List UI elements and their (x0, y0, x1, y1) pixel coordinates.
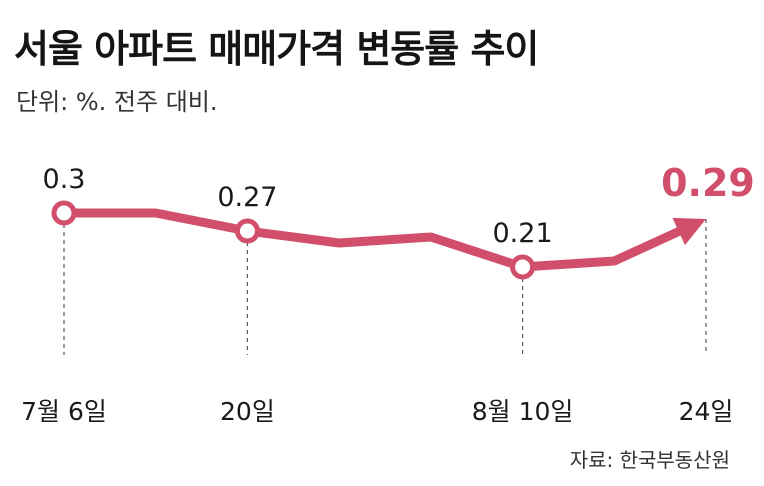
x-tick-label: 24일 (679, 397, 734, 426)
point-markers (51, 200, 536, 280)
x-tick-label: 20일 (220, 397, 275, 426)
x-tick-label: 7월 6일 (21, 397, 107, 426)
data-label: 0.21 (493, 218, 553, 249)
guide-lines (63, 219, 707, 355)
data-label: 0.27 (217, 182, 277, 213)
data-point-marker (510, 254, 536, 280)
series-line (59, 208, 706, 272)
arrow-head (672, 217, 706, 246)
chart-title: 서울 아파트 매매가격 변동률 추이 (14, 27, 539, 71)
x-axis-ticks: 7월 6일 20일 8월 10일 24일 (21, 397, 733, 426)
x-tick-label: 8월 10일 (472, 397, 574, 426)
data-point-marker (234, 218, 260, 244)
data-label: 0.3 (43, 164, 86, 195)
series-polyline (59, 208, 687, 272)
data-label-highlight: 0.29 (661, 161, 755, 205)
source-note: 자료: 한국부동산원 (569, 448, 730, 472)
data-labels: 0.3 0.27 0.21 0.29 (43, 161, 755, 249)
unit-note: 단위: %. 전주 대비. (16, 88, 218, 116)
data-point-marker (51, 200, 77, 226)
